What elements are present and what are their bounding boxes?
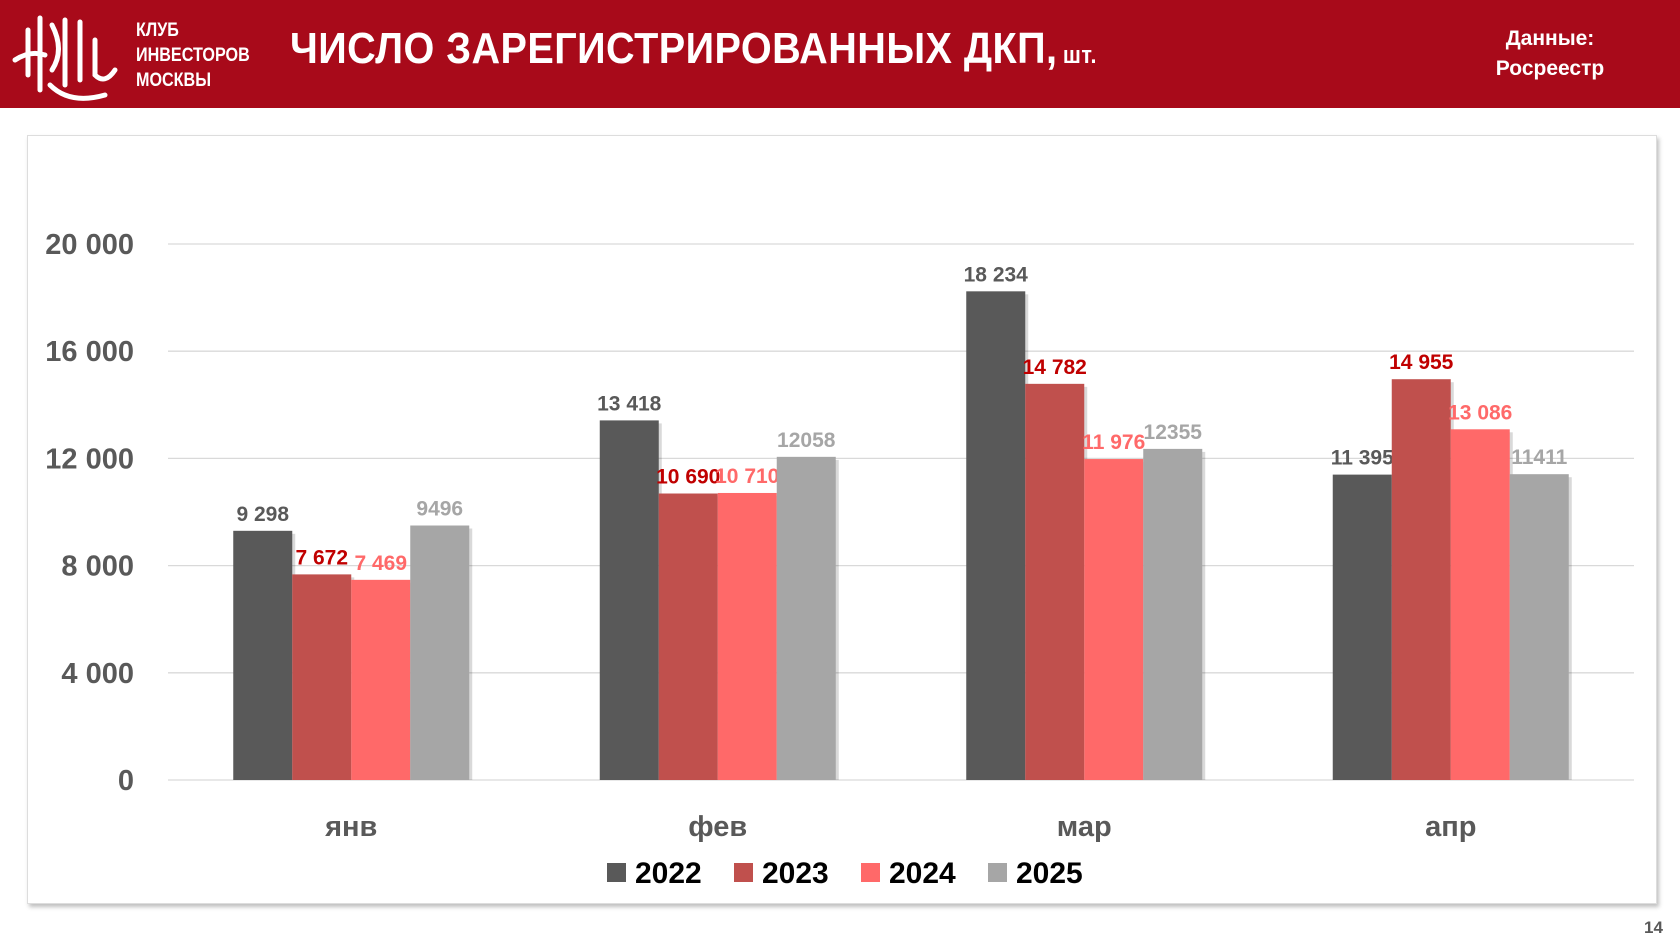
bar-2024: [717, 492, 777, 780]
data-label: 18 234: [964, 263, 1029, 286]
page-number: 14: [1644, 918, 1663, 937]
data-label: 13 086: [1448, 401, 1512, 424]
title-text: ЧИСЛО ЗАРЕГИСТРИРОВАННЫХ ДКП,: [290, 24, 1058, 73]
data-label: 13 418: [597, 392, 662, 415]
data-label: 11 976: [1082, 431, 1145, 454]
club-line: КЛУБ: [136, 20, 179, 41]
bar-2025: [1143, 448, 1203, 780]
bar-2025: [1509, 474, 1569, 780]
data-label: 7 469: [354, 552, 407, 575]
club-line: МОСКВЫ: [136, 70, 212, 91]
y-tick-label: 0: [118, 765, 134, 797]
bar-2022: [966, 291, 1026, 780]
legend-swatch-2022: [607, 863, 626, 882]
x-tick-label: фев: [688, 811, 747, 843]
bar-2023: [292, 574, 352, 780]
bar-2022: [233, 530, 293, 780]
x-tick-label: мар: [1057, 811, 1112, 843]
legend-label: 2024: [889, 857, 956, 890]
legend-swatch-2024: [861, 863, 880, 882]
y-tick-label: 16 000: [45, 336, 134, 368]
data-label: 11411: [1511, 446, 1567, 469]
legend-swatch-2023: [734, 863, 753, 882]
bar-2023: [658, 493, 718, 780]
data-label: 9496: [416, 498, 463, 521]
data-label: 12058: [777, 429, 836, 452]
bar-2024: [1084, 459, 1144, 780]
data-label: 9 298: [236, 503, 289, 526]
legend-label: 2022: [635, 857, 702, 890]
bar-2024: [1450, 429, 1510, 780]
data-label: 10 690: [656, 466, 720, 489]
legend-label: 2023: [762, 857, 829, 890]
club-logo-icon: [12, 15, 118, 101]
data-source: Данные: Росреестр: [1470, 24, 1630, 84]
bar-2023: [1025, 383, 1085, 780]
x-tick-label: янв: [324, 811, 377, 843]
data-label: 7 672: [295, 546, 348, 569]
data-label: 14 955: [1389, 351, 1454, 374]
source-label: Данные:: [1505, 27, 1595, 50]
page-title: ЧИСЛО ЗАРЕГИСТРИРОВАННЫХ ДКП, шт.: [290, 24, 1097, 74]
bar-2023: [1391, 379, 1451, 780]
y-tick-label: 12 000: [45, 443, 134, 475]
bar-2022: [599, 420, 659, 780]
legend-swatch-2025: [988, 863, 1007, 882]
header-bar: КЛУБ ИНВЕСТОРОВ МОСКВЫ ЧИСЛО ЗАРЕГИСТРИР…: [0, 0, 1680, 108]
data-label: 11 395: [1331, 447, 1394, 470]
data-label: 10 710: [715, 465, 779, 488]
bar-2025: [776, 456, 836, 780]
source-value: Росреестр: [1495, 57, 1605, 80]
bar-2022: [1332, 474, 1392, 780]
club-line: ИНВЕСТОРОВ: [136, 45, 250, 66]
legend-label: 2025: [1016, 857, 1083, 890]
data-label: 12355: [1144, 421, 1203, 444]
data-label: 14 782: [1023, 356, 1087, 379]
title-unit: шт.: [1062, 42, 1097, 69]
y-tick-label: 4 000: [61, 658, 134, 690]
bar-2025: [410, 525, 470, 780]
bar-2024: [351, 579, 411, 780]
club-name: КЛУБ ИНВЕСТОРОВ МОСКВЫ: [136, 18, 250, 93]
y-tick-label: 8 000: [61, 551, 134, 583]
x-tick-label: апр: [1425, 811, 1476, 843]
y-tick-label: 20 000: [45, 229, 134, 261]
